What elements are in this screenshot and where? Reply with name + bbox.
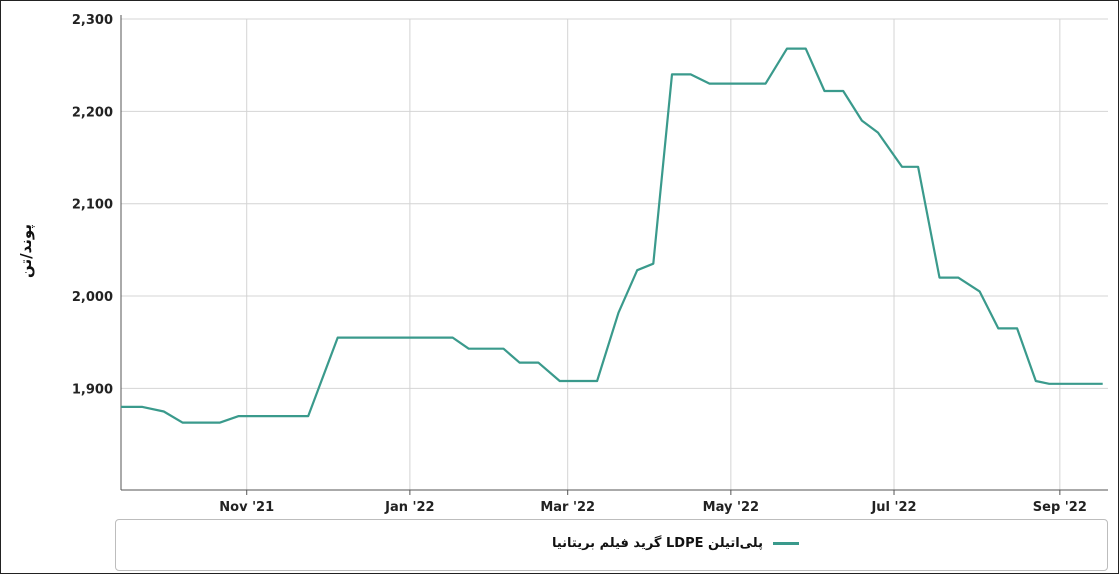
x-tick-label: Jan '22 xyxy=(384,500,434,515)
axes xyxy=(120,15,1108,495)
legend-label: پلی‌اتیلن LDPE گرید فیلم بریتانیا xyxy=(551,536,763,551)
x-tick-label: Mar '22 xyxy=(540,500,595,515)
legend-swatch xyxy=(773,542,799,545)
x-tick-label: May '22 xyxy=(703,500,759,515)
y-tick-label: 1,900 xyxy=(72,382,113,397)
x-tick-label: Sep '22 xyxy=(1033,500,1087,515)
y-axis-title: پوند/تن xyxy=(17,224,36,278)
y-tick-label: 2,000 xyxy=(72,290,113,305)
x-tick-label: Nov '21 xyxy=(219,500,274,515)
y-tick-label: 2,300 xyxy=(72,13,113,28)
y-tick-label: 2,200 xyxy=(72,105,113,120)
legend-item[interactable]: پلی‌اتیلن LDPE گرید فیلم بریتانیا xyxy=(552,536,799,551)
legend: پلی‌اتیلن LDPE گرید فیلم بریتانیا xyxy=(115,519,1108,571)
x-tick-label: Jul '22 xyxy=(870,500,916,515)
series-line xyxy=(121,47,1103,424)
grid xyxy=(121,18,1108,490)
y-tick-labels: 1,900 2,000 2,100 2,200 2,300 xyxy=(72,13,113,397)
x-tick-labels: Nov '21 Jan '22 Mar '22 May '22 Jul '22 Sep '… xyxy=(219,500,1087,515)
series-lines xyxy=(121,47,1103,424)
y-tick-label: 2,100 xyxy=(72,198,113,213)
